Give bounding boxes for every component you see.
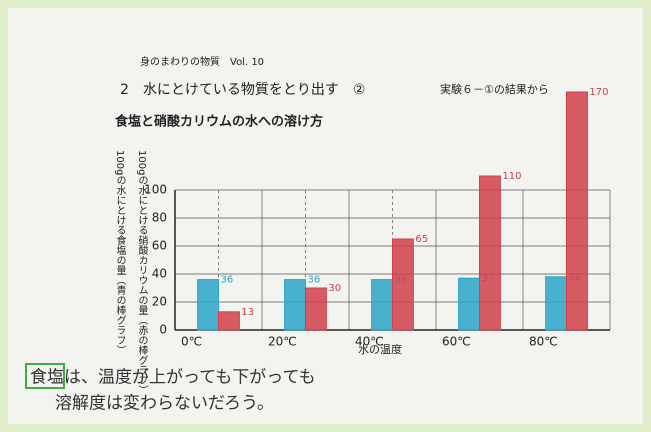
x-tick-label: 40℃ [355, 335, 384, 349]
x-axis-label: 水の温度 [358, 342, 402, 356]
highlight-box [25, 363, 65, 389]
bar [392, 238, 414, 331]
note: 食塩は、温度が上がっても下がっても [30, 368, 316, 388]
value-label: 13 [241, 307, 254, 318]
x-tick-label: 20℃ [268, 335, 297, 349]
y-axis-label: 100gの水にとける食塩の量（青の棒グラフ） [114, 150, 126, 355]
chart-title: 食塩と硝酸カリウムの水への溶け方 [115, 114, 323, 130]
series-label: 身のまわりの物質 Vol. 10 [140, 55, 264, 68]
value-label: 110 [502, 171, 521, 182]
value-label: 36 [308, 275, 321, 286]
bar [566, 91, 588, 331]
bar [305, 287, 327, 331]
x-tick-label: 0℃ [181, 335, 202, 349]
value-label: 170 [589, 87, 608, 98]
bar [284, 279, 306, 331]
bar [458, 277, 480, 331]
section-title: 2 水にとけている物質をとり出す ② [120, 82, 365, 98]
y-tick-label: 40 [152, 267, 167, 281]
bar [545, 276, 567, 331]
bar [197, 279, 219, 331]
x-tick-label: 80℃ [529, 335, 558, 349]
paper [8, 8, 643, 424]
bar [218, 311, 240, 331]
value-label: 65 [415, 234, 428, 245]
x-tick-label: 60℃ [442, 335, 471, 349]
bar [371, 279, 393, 331]
value-label: 30 [328, 283, 341, 294]
value-label: 36 [221, 275, 234, 286]
note: 溶解度は変わらないだろう。 [55, 394, 274, 414]
y-tick-label: 80 [152, 211, 167, 225]
y-tick-label: 60 [152, 239, 167, 253]
y-axis-label: 100gの水にとける硝酸カリウムの量（赤の棒グラフ） [136, 150, 148, 395]
y-tick-label: 0 [159, 323, 167, 337]
source-note: 実験６－①の結果から [440, 82, 549, 96]
y-tick-label: 20 [152, 295, 167, 309]
y-tick-label: 100 [144, 183, 167, 197]
bar [479, 175, 501, 331]
